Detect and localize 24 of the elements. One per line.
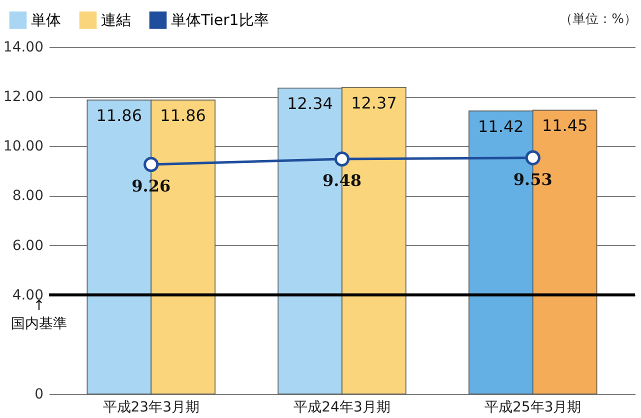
data-label: 12.34 xyxy=(287,94,333,114)
data-label: 9.53 xyxy=(513,170,552,189)
point xyxy=(334,151,350,167)
x-tick-label: 平成23年3月期 xyxy=(102,400,200,416)
point xyxy=(144,156,159,172)
legend-label: 単体Tier1比率 xyxy=(171,11,269,30)
y-tick-label: 14.00 xyxy=(3,40,44,56)
y-tick-label: 12.00 xyxy=(3,89,44,106)
data-label: 12.37 xyxy=(351,93,397,112)
x-tick-label: 平成25年3月期 xyxy=(484,400,582,416)
y-tick-label: 10.00 xyxy=(3,138,44,155)
x-tick-label: 平成24年3月期 xyxy=(294,400,390,416)
y-tick-label: 8.00 xyxy=(12,188,44,204)
data-label: 11.86 xyxy=(160,106,206,126)
legend-label: 連結 xyxy=(101,11,131,30)
data-label: 11.86 xyxy=(96,106,142,126)
point xyxy=(525,150,540,166)
data-label: 9.48 xyxy=(322,171,362,190)
text: （単位：%） xyxy=(560,11,637,28)
legend-label: 単体 xyxy=(31,11,61,30)
data-label: 11.45 xyxy=(542,116,588,136)
data-label: 11.42 xyxy=(478,116,524,136)
y-tick-label: 0 xyxy=(34,386,44,402)
y-tick-label: 6.00 xyxy=(12,238,44,254)
